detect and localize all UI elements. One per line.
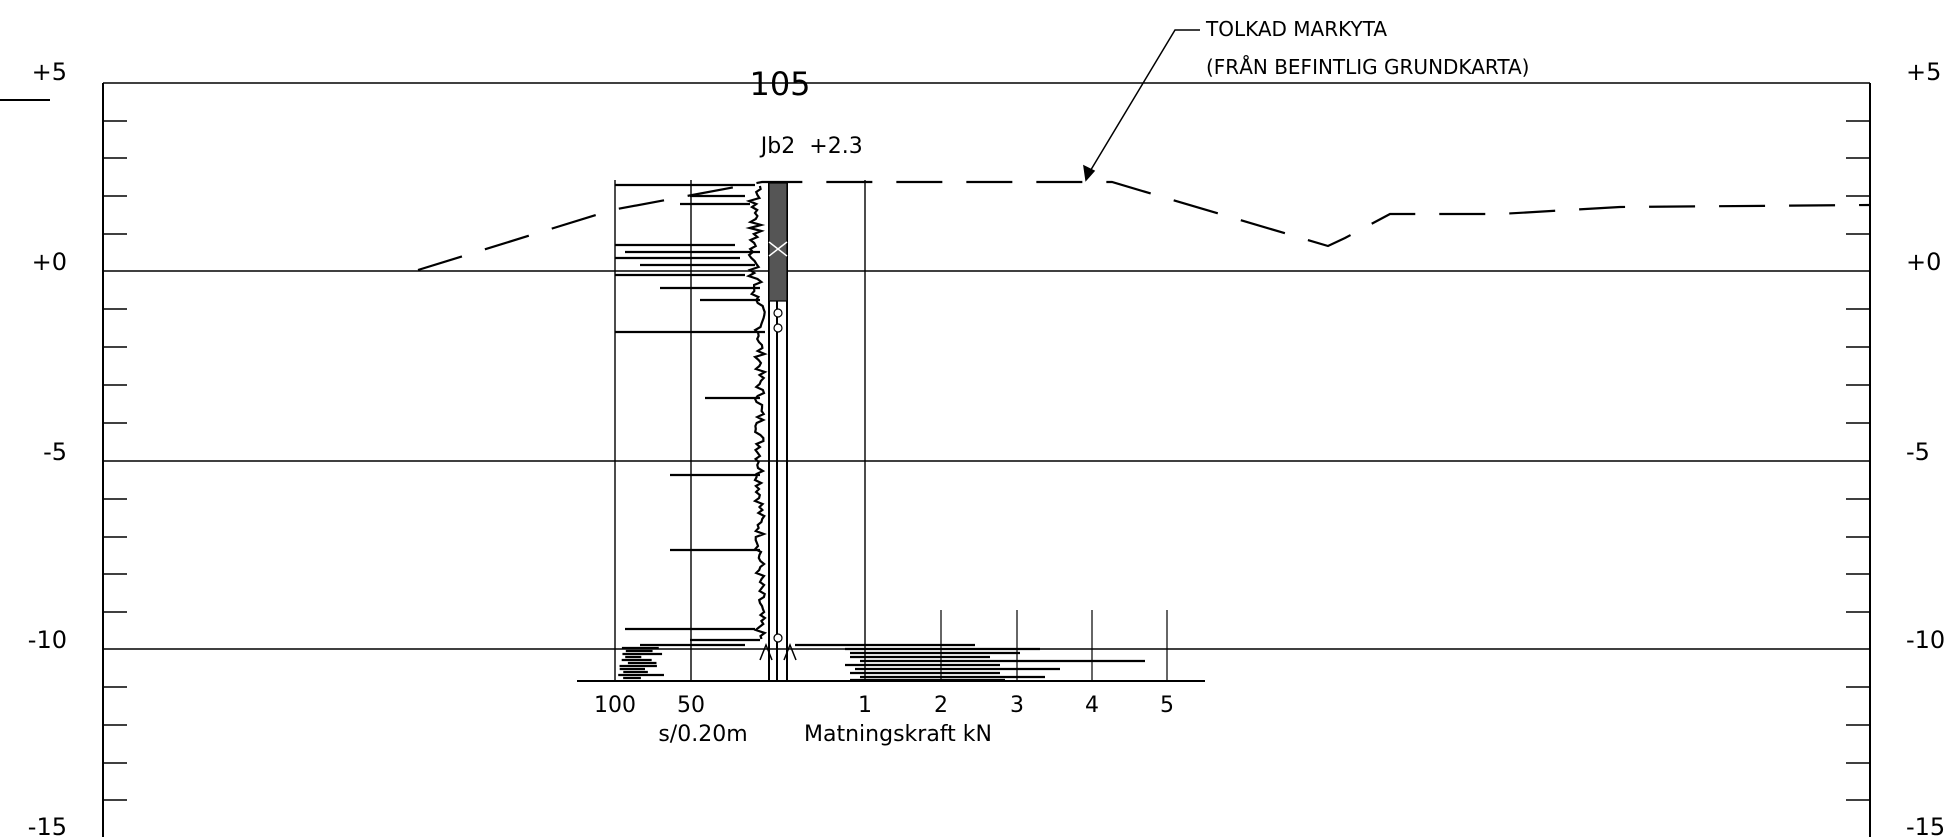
borehole-id: Jb2 [759, 134, 795, 159]
left-label-minus5: -5 [43, 438, 67, 466]
right-label-plus5: +5 [1906, 58, 1941, 86]
left-elevation-labels: +5 +0 -5 -10 -15 [28, 58, 67, 837]
ground-surface-line [417, 180, 1871, 272]
resistance-curve [745, 185, 768, 640]
annotation-line2: (FRÅN BEFINTLIG GRUNDKARTA) [1206, 55, 1529, 79]
left-label-plus5: +5 [32, 58, 67, 86]
right-elevation-labels: +5 +0 -5 -10 -15 [1906, 58, 1945, 837]
right-label-minus5: -5 [1906, 438, 1930, 466]
resistance-spikes [615, 183, 765, 680]
resistance-tick-50: 50 [677, 693, 705, 718]
force-tick-5-label: 5 [1160, 693, 1174, 718]
left-label-zero: +0 [32, 248, 67, 276]
stop-marker-right [783, 642, 797, 661]
stop-marker-left [759, 642, 773, 661]
right-label-zero: +0 [1906, 248, 1941, 276]
soil-layer-hatching [768, 182, 788, 302]
hatch-cross-b [768, 241, 788, 257]
force-tick-4-label: 4 [1085, 693, 1099, 718]
left-label-minus15: -15 [28, 813, 67, 837]
borehole-level: +2.3 [809, 134, 862, 159]
resistance-scale: 100 50 s/0.20m [594, 693, 748, 747]
left-label-minus10: -10 [28, 626, 67, 654]
force-tick-1-label: 1 [858, 693, 872, 718]
feed-force-bars [795, 643, 1145, 682]
leader-arrowhead [1083, 164, 1096, 182]
annotation-line1: TOLKAD MARKYTA [1205, 17, 1387, 41]
force-scale-label: Matningskraft kN [804, 722, 992, 747]
resistance-tick-100: 100 [594, 693, 636, 718]
force-tick-2-label: 2 [934, 693, 948, 718]
sample-point-2 [773, 323, 783, 333]
station-number: 105 [749, 65, 810, 103]
annotation-leader [1083, 29, 1200, 182]
right-label-minus10: -10 [1906, 626, 1945, 654]
sample-point-1 [773, 308, 783, 318]
sample-point-3 [773, 633, 783, 643]
force-scale: 1 2 3 4 5 Matningskraft kN [804, 693, 1174, 747]
sounding-column [577, 180, 1205, 682]
leader-line [1085, 29, 1200, 179]
minor-elevation-ticks [103, 120, 1870, 801]
force-tick-3-label: 3 [1010, 693, 1024, 718]
right-label-minus15: -15 [1906, 813, 1945, 837]
resistance-scale-label: s/0.20m [658, 722, 747, 747]
